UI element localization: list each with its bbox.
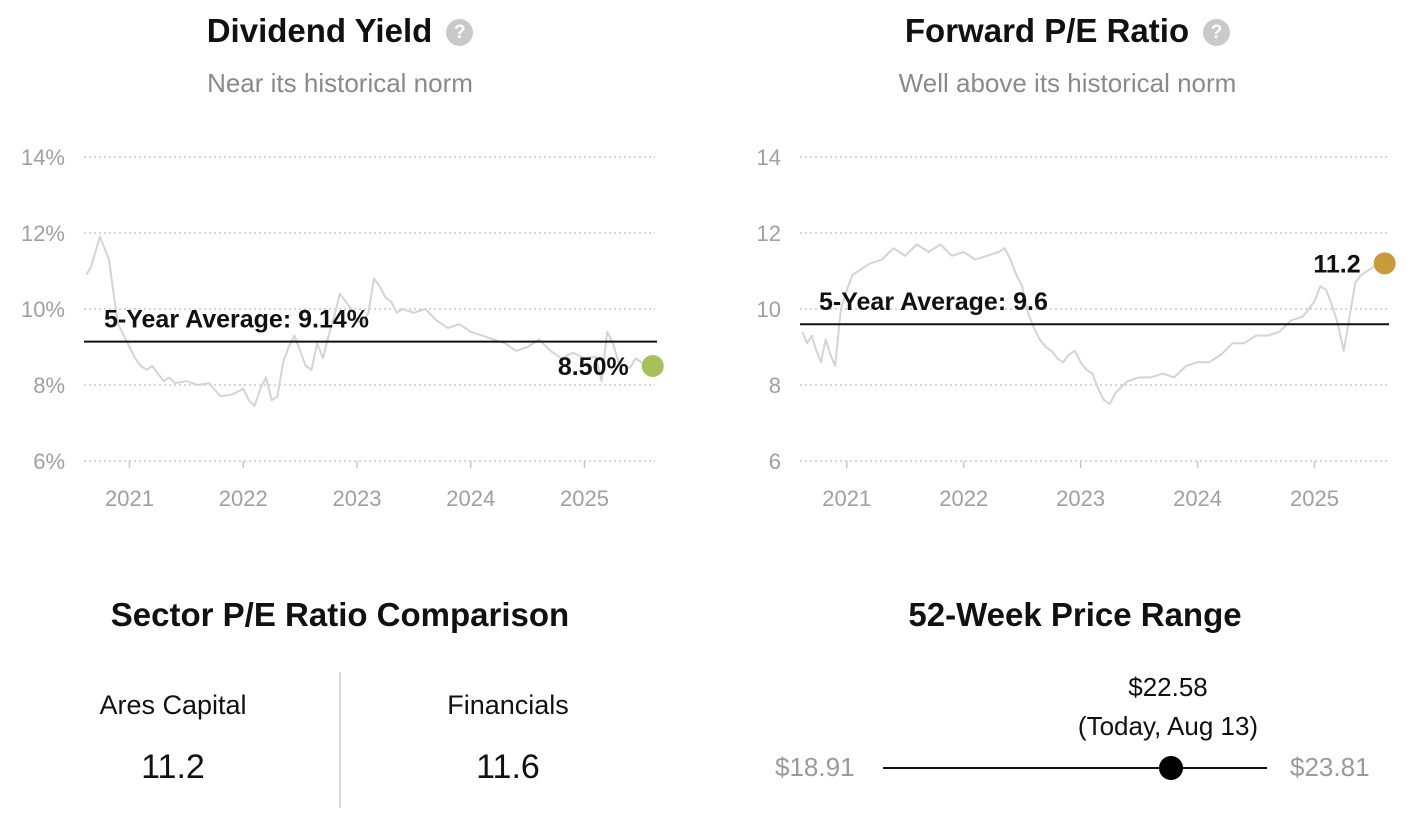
x-tick-label: 2025 — [1290, 486, 1339, 511]
average-label: 5-Year Average: 9.6 — [819, 288, 1048, 316]
y-tick-label: 8 — [769, 373, 781, 398]
current-price-marker — [1159, 756, 1183, 780]
y-tick-label: 6 — [769, 449, 781, 474]
current-value-label: 8.50% — [558, 353, 629, 381]
x-tick-label: 2024 — [446, 486, 495, 511]
current-date-note: (Today, Aug 13) — [1077, 711, 1259, 741]
y-tick-label: 14 — [757, 145, 781, 170]
y-tick-label: 14% — [21, 145, 65, 170]
x-tick-label: 2021 — [822, 486, 871, 511]
current-price: $22.58 — [1128, 672, 1208, 702]
dividend-yield-title: Dividend Yield — [206, 12, 433, 49]
x-tick-label: 2023 — [1056, 486, 1105, 511]
y-tick-label: 12% — [21, 221, 65, 246]
y-tick-label: 8% — [33, 373, 65, 398]
y-tick-label: 12 — [757, 221, 781, 246]
x-tick-label: 2025 — [560, 486, 609, 511]
range-low: $18.91 — [775, 752, 855, 782]
sector-pe-value: 11.6 — [476, 748, 540, 786]
current-value-label: 11.2 — [1313, 250, 1360, 278]
help-icon[interactable]: ? — [446, 19, 474, 46]
comparison-divider — [339, 672, 341, 808]
dividend-yield-panel: Dividend Yield? Near its historical norm… — [0, 0, 680, 540]
average-label: 5-Year Average: 9.14% — [104, 306, 369, 334]
sector-comparison: Sector P/E Ratio Comparison Ares Capital… — [0, 560, 680, 824]
price-range-title: 52-Week Price Range — [908, 596, 1242, 633]
forward-pe-title-row: Forward P/E Ratio? — [715, 12, 1420, 50]
x-tick-label: 2021 — [105, 486, 154, 511]
current-value-marker — [641, 355, 664, 377]
x-tick-label: 2022 — [939, 486, 988, 511]
series-line — [85, 235, 653, 407]
y-tick-label: 6% — [33, 449, 65, 474]
sector-comparison-title: Sector P/E Ratio Comparison — [110, 596, 570, 633]
range-high: $23.81 — [1290, 752, 1370, 782]
price-range: 52-Week Price Range $22.58 (Today, Aug 1… — [715, 560, 1420, 824]
dividend-yield-chart: 6% 8% 10% 12% 14% 2021 2022 2023 2024 2025 5-Year … — [21, 145, 664, 511]
forward-pe-chart: 6 8 10 12 14 2021 2022 2023 2024 2025 5-Year Avera… — [757, 145, 1396, 511]
forward-pe-subtitle: Well above its historical norm — [898, 68, 1237, 98]
dividend-yield-subtitle: Near its historical norm — [207, 68, 473, 98]
range-track — [883, 767, 1267, 769]
forward-pe-title: Forward P/E Ratio — [904, 12, 1190, 49]
dividend-yield-title-row: Dividend Yield? — [0, 12, 680, 50]
sector-name: Financials — [447, 690, 569, 720]
help-icon[interactable]: ? — [1203, 19, 1231, 46]
company-name: Ares Capital — [99, 690, 247, 720]
current-value-marker — [1373, 252, 1396, 275]
x-tick-label: 2024 — [1173, 486, 1222, 511]
forward-pe-panel: Forward P/E Ratio? Well above its histor… — [715, 0, 1420, 540]
y-tick-label: 10% — [21, 297, 65, 322]
x-tick-label: 2023 — [333, 486, 382, 511]
x-tick-label: 2022 — [219, 486, 268, 511]
series-line — [801, 243, 1385, 405]
company-pe-value: 11.2 — [141, 748, 205, 786]
y-tick-label: 10 — [757, 297, 781, 322]
